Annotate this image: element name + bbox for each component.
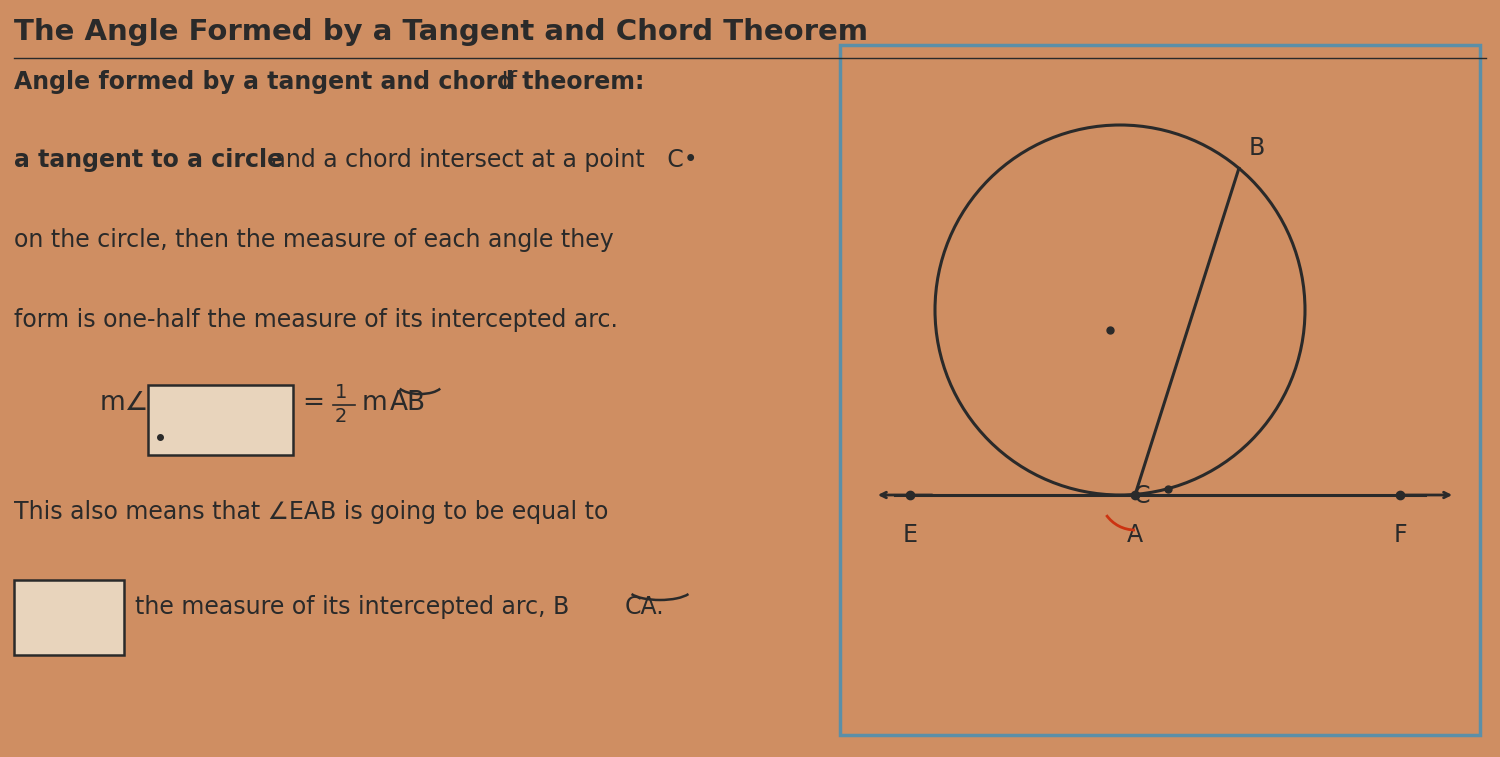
Bar xyxy=(13,580,125,655)
Bar xyxy=(840,45,1480,735)
Text: F: F xyxy=(1394,523,1407,547)
Bar xyxy=(148,385,292,455)
Text: 2: 2 xyxy=(334,407,348,426)
Text: A: A xyxy=(1126,523,1143,547)
Text: m∠: m∠ xyxy=(100,390,150,416)
Text: E: E xyxy=(903,523,918,547)
Text: and a chord intersect at a point   C•: and a chord intersect at a point C• xyxy=(264,148,698,172)
Text: If: If xyxy=(494,70,517,94)
Text: on the circle, then the measure of each angle they: on the circle, then the measure of each … xyxy=(13,228,614,252)
Text: =: = xyxy=(302,390,324,416)
Text: C: C xyxy=(1134,484,1150,508)
Text: B: B xyxy=(1250,136,1264,160)
Text: a tangent to a circle: a tangent to a circle xyxy=(13,148,284,172)
Text: CA.: CA. xyxy=(626,595,664,619)
Text: This also means that ∠EAB is going to be equal to: This also means that ∠EAB is going to be… xyxy=(13,500,609,524)
Text: 1: 1 xyxy=(334,383,348,402)
Text: the measure of its intercepted arc, B: the measure of its intercepted arc, B xyxy=(135,595,570,619)
Text: form is one-half the measure of its intercepted arc.: form is one-half the measure of its inte… xyxy=(13,308,618,332)
Text: Angle formed by a tangent and chord theorem:: Angle formed by a tangent and chord theo… xyxy=(13,70,645,94)
Text: The Angle Formed by a Tangent and Chord Theorem: The Angle Formed by a Tangent and Chord … xyxy=(13,18,868,46)
Text: m: m xyxy=(362,390,387,416)
Text: AB: AB xyxy=(390,390,426,416)
